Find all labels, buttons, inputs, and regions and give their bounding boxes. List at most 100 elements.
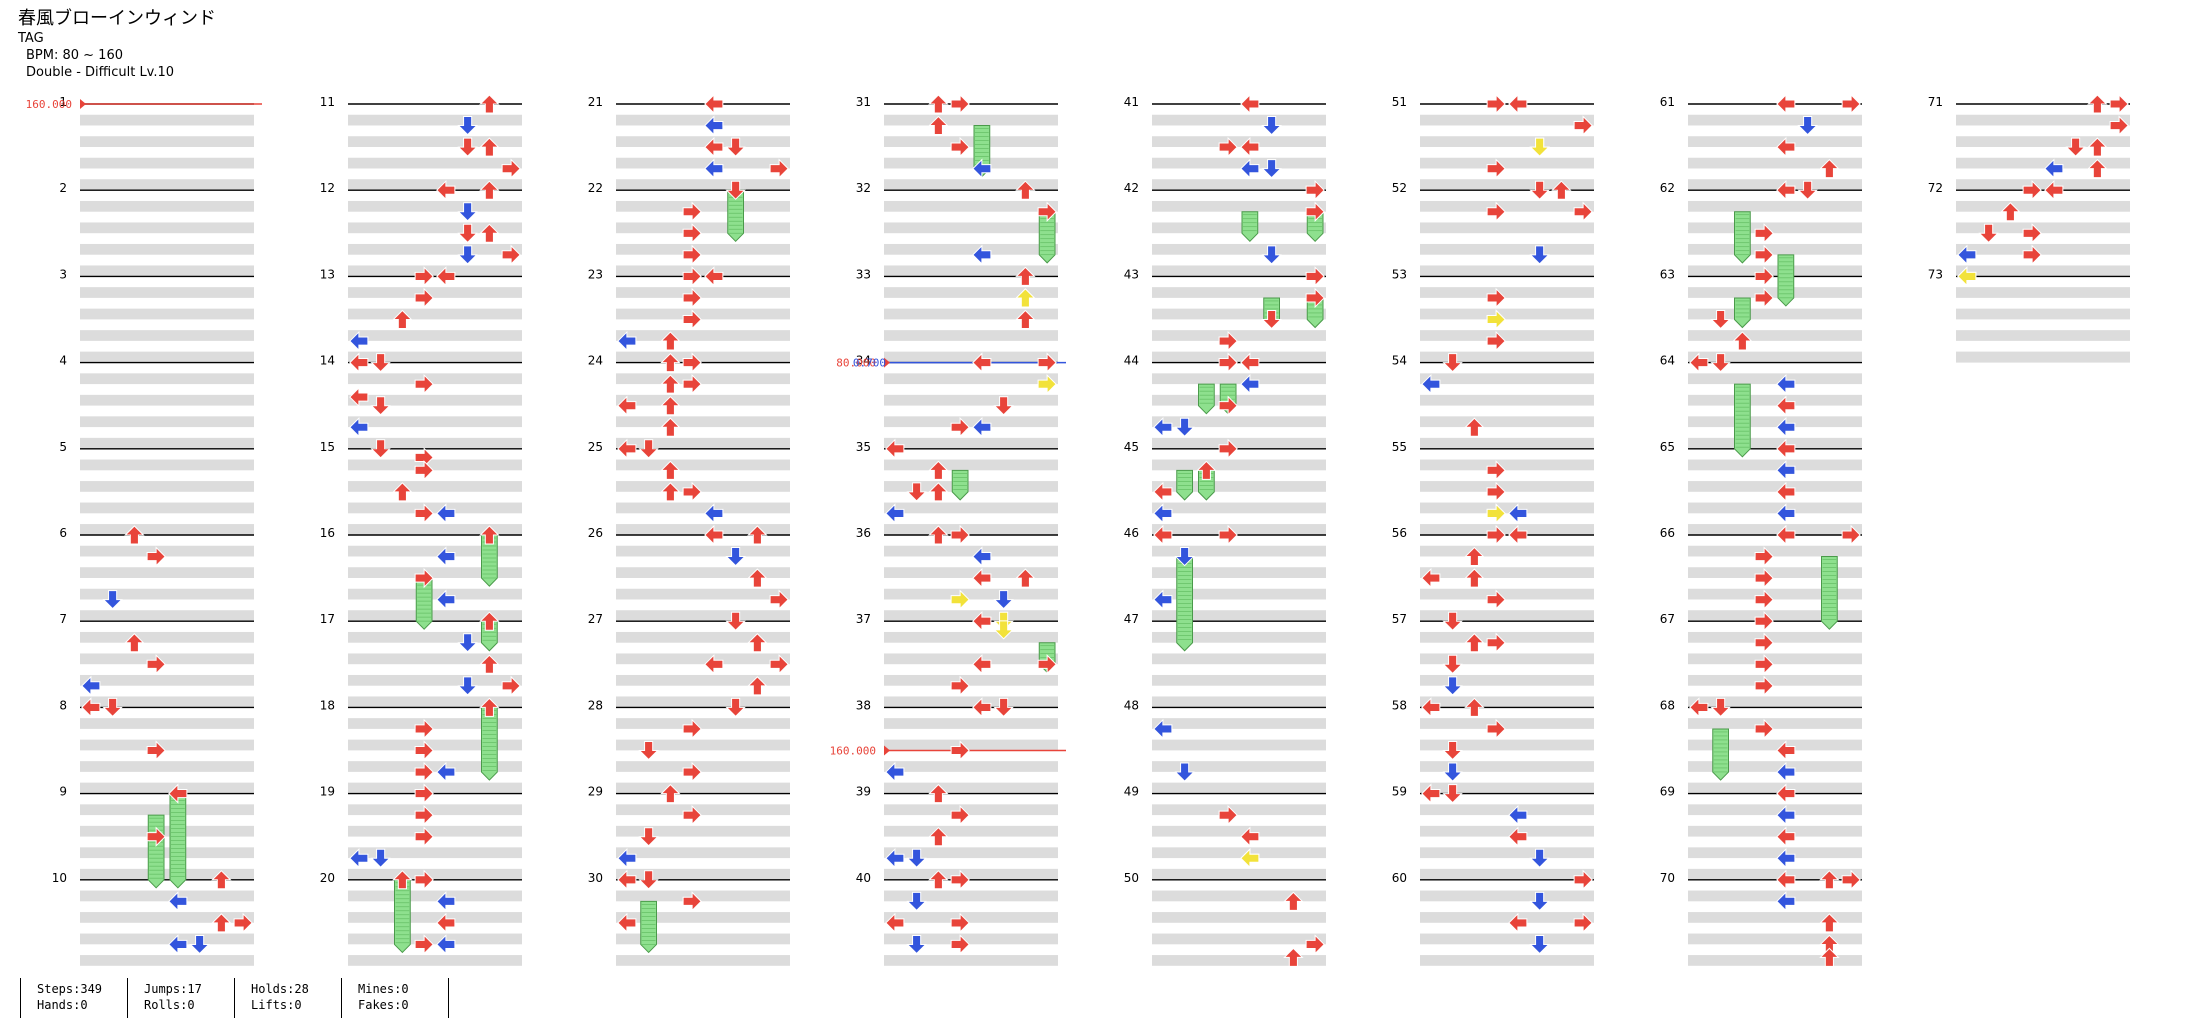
arrow-shape xyxy=(479,525,500,545)
beat-band xyxy=(1420,761,1594,772)
beat-band xyxy=(1152,330,1326,341)
arrow-shape xyxy=(769,589,789,610)
beat-band xyxy=(80,459,254,471)
arrow-shape xyxy=(2065,137,2086,157)
arrow-shape xyxy=(1573,912,1593,934)
step-arrow xyxy=(370,439,391,459)
arrow-shape xyxy=(1464,697,1485,717)
step-arrow xyxy=(682,481,702,503)
beat-band xyxy=(1420,696,1594,708)
arrow-shape xyxy=(189,934,210,955)
beat-band xyxy=(1152,416,1326,428)
measure-number: 10 xyxy=(52,871,67,885)
arrow-shape xyxy=(479,654,500,674)
beat-band xyxy=(1688,394,1862,406)
step-arrow xyxy=(81,697,101,718)
arrow-shape xyxy=(1776,481,1796,503)
step-arrow xyxy=(617,912,637,934)
song-title: 春風ブローインウィンド xyxy=(18,8,216,29)
step-arrow xyxy=(1573,201,1593,222)
arrow-shape xyxy=(993,697,1014,718)
beat-band xyxy=(884,179,1058,190)
step-arrow xyxy=(1551,180,1572,200)
beat-band xyxy=(1152,825,1326,837)
yellow-arrow xyxy=(1486,309,1506,330)
step-arrow xyxy=(1442,741,1463,761)
step-arrow xyxy=(414,804,434,826)
step-arrow xyxy=(1153,589,1173,610)
arrow-shape xyxy=(457,676,478,696)
beat-band xyxy=(80,696,254,708)
measure-number: 70 xyxy=(1660,871,1675,885)
step-arrow xyxy=(1776,524,1796,546)
beat-band xyxy=(616,890,790,902)
arrow-shape xyxy=(704,654,724,675)
beat-band xyxy=(1420,351,1594,363)
arrow-shape xyxy=(1486,718,1506,740)
arrow-shape xyxy=(479,611,500,631)
beat-band xyxy=(80,524,254,535)
arrow-shape xyxy=(617,912,637,934)
step-arrow xyxy=(414,783,434,804)
step-arrow xyxy=(747,568,768,588)
beat-band xyxy=(80,287,254,298)
step-arrow xyxy=(725,137,746,157)
beat-band xyxy=(1688,351,1862,363)
step-arrow xyxy=(928,870,949,890)
beat-band xyxy=(1688,179,1862,190)
step-arrow xyxy=(638,439,659,459)
arrow-shape xyxy=(660,395,681,416)
beat-band xyxy=(1956,136,2130,147)
arrow-shape xyxy=(501,158,521,179)
step-arrow xyxy=(1754,244,1774,266)
beat-band xyxy=(348,416,522,428)
arrow-shape xyxy=(349,330,369,352)
step-arrow xyxy=(928,115,949,136)
beat-band xyxy=(884,200,1058,212)
arrow-shape xyxy=(747,568,768,588)
step-arrow xyxy=(146,654,166,675)
step-arrow xyxy=(682,891,702,912)
arrow-shape xyxy=(233,912,253,934)
beat-band xyxy=(884,631,1058,643)
arrow-shape xyxy=(436,266,456,287)
beat-band xyxy=(884,739,1058,751)
step-arrow xyxy=(950,675,970,697)
beat-band xyxy=(80,804,254,816)
arrow-shape xyxy=(436,912,456,934)
beat-band xyxy=(80,437,254,449)
beat-band xyxy=(1152,524,1326,535)
beat-band xyxy=(1688,243,1862,255)
measure-number: 2 xyxy=(59,181,67,195)
measure-number: 55 xyxy=(1392,440,1407,454)
step-arrow xyxy=(501,244,521,266)
step-arrow xyxy=(682,373,702,395)
arrow-shape xyxy=(950,740,970,761)
beat-band xyxy=(1688,222,1862,234)
step-arrow xyxy=(660,417,681,437)
step-arrow xyxy=(704,158,724,179)
beat-band xyxy=(348,157,522,169)
beat-band xyxy=(348,222,522,234)
beat-band xyxy=(348,136,522,147)
step-arrow xyxy=(1776,826,1796,847)
step-arrow xyxy=(370,353,391,373)
arrow-shape xyxy=(1240,352,1260,373)
arrow-shape xyxy=(168,891,188,912)
step-arrow xyxy=(1218,352,1238,373)
step-arrow xyxy=(1015,266,1036,286)
beat-band xyxy=(1152,200,1326,212)
beat-band xyxy=(348,718,522,729)
beat-band xyxy=(616,200,790,212)
step-arrow xyxy=(682,761,702,783)
arrow-shape xyxy=(1442,611,1463,631)
arrow-shape xyxy=(638,827,659,847)
arrow-shape xyxy=(725,137,746,157)
measure-number: 46 xyxy=(1124,526,1139,540)
arrow-shape xyxy=(725,547,746,567)
beat-band xyxy=(884,136,1058,147)
step-arrow xyxy=(725,697,746,718)
step-arrow xyxy=(1261,159,1282,179)
step-arrow xyxy=(1508,524,1528,546)
beat-band xyxy=(1688,718,1862,729)
